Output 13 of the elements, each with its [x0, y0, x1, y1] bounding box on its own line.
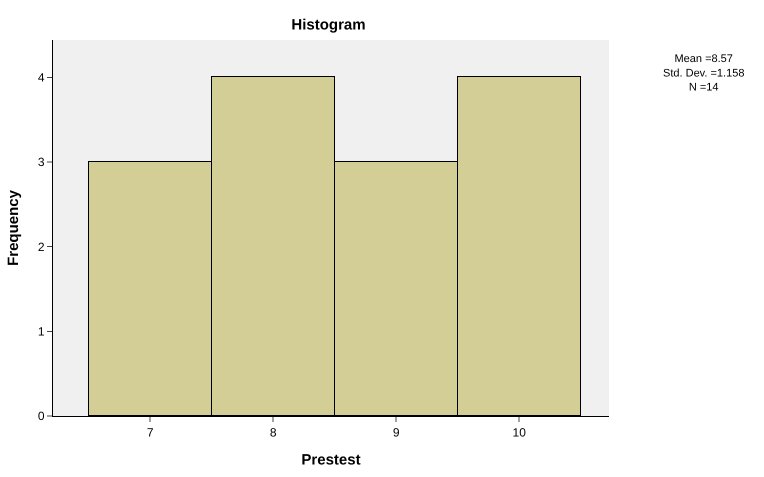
x-axis-title: Prestest: [301, 451, 361, 468]
x-tick-label: 10: [512, 425, 526, 440]
y-tick-label: 0: [38, 409, 45, 424]
y-tick-label: 1: [38, 324, 45, 339]
x-tick-label: 9: [392, 425, 400, 440]
y-tick-label: 4: [38, 70, 45, 84]
chart-title: Histogram: [291, 16, 366, 34]
y-axis-title: Frequency: [5, 189, 22, 266]
y-tick-label: 2: [38, 240, 45, 254]
x-tick-label: 8: [270, 425, 277, 440]
y-tick-label: 3: [38, 155, 45, 170]
x-tick-label: 7: [146, 425, 154, 440]
text: Mean =8.57 Std. Dev. =1.158 N =14: [663, 53, 744, 94]
